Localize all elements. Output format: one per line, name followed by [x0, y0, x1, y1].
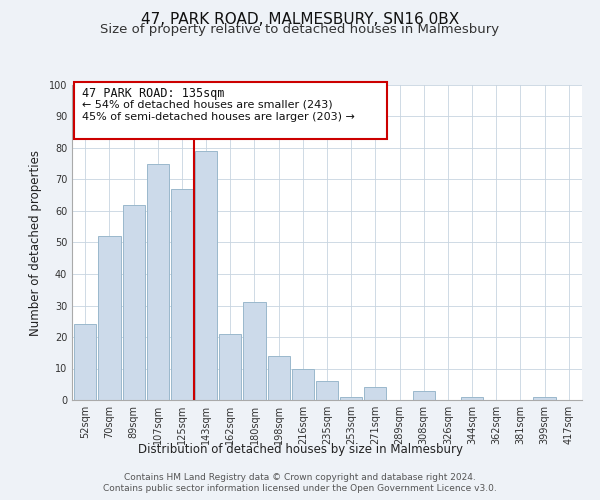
Bar [244, 302, 266, 400]
Text: 47 PARK ROAD: 135sqm: 47 PARK ROAD: 135sqm [82, 86, 224, 100]
Bar [146, 164, 169, 400]
Bar [316, 381, 338, 400]
Bar [74, 324, 97, 400]
Text: Size of property relative to detached houses in Malmesbury: Size of property relative to detached ho… [100, 22, 500, 36]
Y-axis label: Number of detached properties: Number of detached properties [29, 150, 42, 336]
Bar [268, 356, 290, 400]
Text: 45% of semi-detached houses are larger (203) →: 45% of semi-detached houses are larger (… [82, 112, 355, 122]
Text: Contains HM Land Registry data © Crown copyright and database right 2024.: Contains HM Land Registry data © Crown c… [124, 472, 476, 482]
Bar [533, 397, 556, 400]
Text: 47, PARK ROAD, MALMESBURY, SN16 0BX: 47, PARK ROAD, MALMESBURY, SN16 0BX [141, 12, 459, 28]
Bar [364, 388, 386, 400]
Bar [98, 236, 121, 400]
FancyBboxPatch shape [74, 82, 388, 138]
Bar [340, 397, 362, 400]
Bar [219, 334, 241, 400]
Bar [461, 397, 483, 400]
Bar [292, 368, 314, 400]
Bar [195, 151, 217, 400]
Text: ← 54% of detached houses are smaller (243): ← 54% of detached houses are smaller (24… [82, 99, 332, 109]
Bar [171, 189, 193, 400]
Text: Contains public sector information licensed under the Open Government Licence v3: Contains public sector information licen… [103, 484, 497, 493]
Bar [413, 390, 435, 400]
Text: Distribution of detached houses by size in Malmesbury: Distribution of detached houses by size … [137, 442, 463, 456]
Bar [122, 204, 145, 400]
